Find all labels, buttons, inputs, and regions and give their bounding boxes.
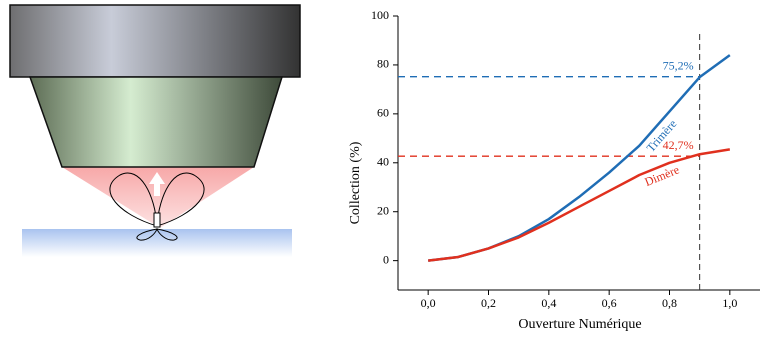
y-tick-label: 40 bbox=[377, 155, 389, 169]
emission-lobes-down bbox=[136, 227, 178, 241]
objective-body bbox=[9, 4, 301, 78]
substrate bbox=[22, 229, 292, 257]
objective-lens bbox=[28, 76, 284, 168]
emitter bbox=[153, 212, 161, 228]
y-tick-label: 60 bbox=[377, 106, 389, 120]
objective-diagram bbox=[9, 4, 301, 257]
x-axis-label: Ouverture Numérique bbox=[518, 317, 641, 332]
reference-label: 75,2% bbox=[663, 58, 694, 72]
x-tick-label: 0,6 bbox=[602, 296, 617, 310]
y-tick-label: 100 bbox=[371, 8, 389, 22]
chart: Collection (%) Ouverture Numérique 0 20 40… bbox=[348, 8, 760, 332]
y-tick-label: 0 bbox=[383, 252, 389, 266]
x-tick-label: 0,2 bbox=[481, 296, 496, 310]
x-tick-label: 0,8 bbox=[662, 296, 677, 310]
x-tick-label: 1,0 bbox=[722, 296, 737, 310]
arrow bbox=[149, 172, 165, 196]
y-tick-label: 80 bbox=[377, 57, 389, 71]
light-cone bbox=[62, 167, 254, 228]
reference-label: 42,7% bbox=[663, 138, 694, 152]
x-tick-label: 0,4 bbox=[541, 296, 556, 310]
y-axis-label: Collection (%) bbox=[348, 141, 363, 224]
y-tick-label: 20 bbox=[377, 203, 389, 217]
series-line bbox=[428, 148, 731, 262]
x-tick-label: 0,0 bbox=[421, 296, 436, 310]
